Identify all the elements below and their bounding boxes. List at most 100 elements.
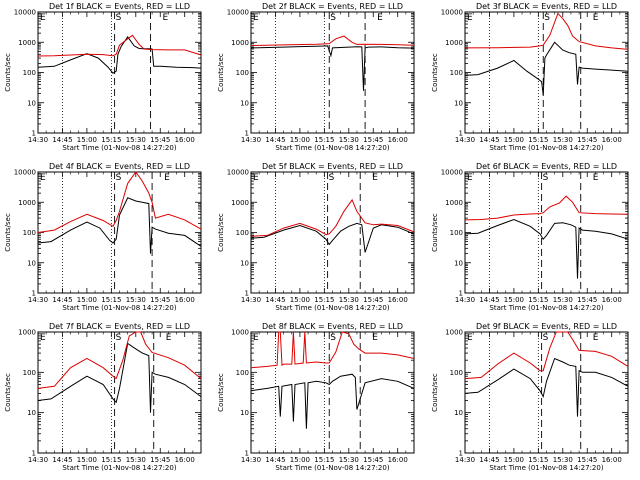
y-tick-label: 10	[240, 409, 249, 417]
y-axis-label: Counts/sec	[431, 373, 439, 412]
x-tick-label: 15:15	[101, 456, 121, 464]
y-tick-label: 100	[450, 69, 463, 77]
y-tick-label: 1000	[231, 199, 249, 207]
x-tick-label: 15:15	[101, 296, 121, 304]
x-tick-label: 15:45	[150, 456, 170, 464]
start-marker-label: S	[330, 13, 336, 23]
panel-title: Det 5f BLACK = Events, RED = LLD	[262, 162, 403, 171]
x-tick-label: 15:30	[339, 296, 359, 304]
edge-marker-label: E	[253, 13, 259, 23]
x-tick-label: 15:45	[363, 296, 383, 304]
x-tick-label: 15:45	[577, 136, 597, 144]
panel-3: Det 3f BLACK = Events, RED = LLD 1 10 100 10…	[431, 2, 629, 152]
start-marker-label: S	[329, 173, 335, 183]
y-tick-label: 100	[23, 229, 36, 237]
x-tick-label: 14:30	[28, 456, 48, 464]
series-lld	[250, 331, 415, 369]
edge-marker-label: E	[40, 13, 46, 23]
y-tick-label: 10	[454, 259, 463, 267]
x-axis-label: Start Time (01-Nov-08 14:27:20)	[62, 464, 176, 472]
y-tick-label: 1000	[18, 39, 36, 47]
x-tick-label: 15:00	[290, 296, 310, 304]
edge-marker-label: E	[467, 333, 473, 343]
x-tick-label: 14:45	[265, 136, 285, 144]
panel-title: Det 8f BLACK = Events, RED = LLD	[262, 322, 403, 331]
start-marker-label: S	[116, 13, 122, 23]
y-tick-label: 1	[32, 130, 36, 138]
series-lld	[37, 34, 202, 57]
x-tick-label: 15:30	[553, 456, 573, 464]
x-tick-label: 15:45	[150, 296, 170, 304]
y-tick-label: 10000	[14, 9, 36, 17]
x-tick-label: 15:15	[528, 456, 548, 464]
panel-title: Det 3f BLACK = Events, RED = LLD	[476, 2, 617, 11]
y-tick-label: 100	[23, 69, 36, 77]
x-tick-label: 15:00	[504, 296, 524, 304]
series-lld	[464, 331, 629, 380]
x-tick-label: 14:30	[455, 136, 475, 144]
x-tick-label: 14:30	[241, 136, 261, 144]
y-tick-label: 1	[459, 130, 463, 138]
x-tick-label: 15:15	[528, 296, 548, 304]
x-tick-label: 16:00	[175, 456, 195, 464]
x-tick-label: 16:00	[175, 136, 195, 144]
x-tick-label: 15:45	[363, 136, 383, 144]
x-tick-label: 15:30	[339, 136, 359, 144]
x-axis-label: Start Time (01-Nov-08 14:27:20)	[489, 144, 603, 152]
end-marker-label: E	[166, 333, 172, 343]
panel-7: Det 7f BLACK = Events, RED = LLD 1 10 100 10…	[4, 322, 202, 472]
y-tick-label: 1	[32, 290, 36, 298]
x-tick-label: 15:15	[314, 456, 334, 464]
x-tick-label: 15:15	[101, 136, 121, 144]
y-tick-label: 1000	[445, 329, 463, 337]
x-tick-label: 16:00	[388, 456, 408, 464]
y-tick-label: 1	[245, 450, 249, 458]
y-axis-label: Counts/sec	[4, 373, 12, 412]
start-marker-label: S	[543, 173, 549, 183]
x-tick-label: 14:30	[241, 296, 261, 304]
panel-2: Det 2f BLACK = Events, RED = LLD 1 10 100 10…	[217, 2, 415, 152]
x-axis-label: Start Time (01-Nov-08 14:27:20)	[275, 304, 389, 312]
y-tick-label: 1	[459, 290, 463, 298]
y-tick-label: 10	[27, 99, 36, 107]
x-tick-label: 15:30	[126, 456, 146, 464]
y-axis-label: Counts/sec	[217, 53, 225, 92]
x-tick-label: 15:30	[126, 136, 146, 144]
y-tick-label: 10	[240, 99, 249, 107]
series-lld	[250, 35, 415, 46]
start-marker-label: S	[330, 333, 336, 343]
edge-marker-label: E	[40, 173, 46, 183]
panel-title: Det 1f BLACK = Events, RED = LLD	[49, 2, 190, 11]
y-tick-label: 100	[450, 369, 463, 377]
y-tick-label: 100	[450, 229, 463, 237]
edge-marker-label: E	[253, 173, 259, 183]
x-axis-label: Start Time (01-Nov-08 14:27:20)	[275, 464, 389, 472]
x-tick-label: 16:00	[388, 136, 408, 144]
x-tick-label: 14:45	[479, 296, 499, 304]
series-events	[464, 218, 629, 279]
end-marker-label: E	[162, 13, 168, 23]
x-tick-label: 15:00	[290, 456, 310, 464]
series-events	[250, 373, 415, 429]
panel-8: Det 8f BLACK = Events, RED = LLD 1 10 100 10…	[217, 322, 415, 472]
end-marker-label: E	[377, 13, 383, 23]
edge-marker-label: E	[40, 333, 46, 343]
x-tick-label: 14:45	[52, 456, 72, 464]
y-axis-label: Counts/sec	[4, 213, 12, 252]
series-events	[464, 41, 629, 96]
edge-marker-label: E	[467, 173, 473, 183]
y-tick-label: 10000	[441, 9, 463, 17]
y-tick-label: 1	[459, 450, 463, 458]
end-marker-label: E	[372, 173, 378, 183]
x-tick-label: 15:45	[577, 456, 597, 464]
y-tick-label: 10	[454, 99, 463, 107]
y-axis-label: Counts/sec	[4, 53, 12, 92]
end-marker-label: E	[593, 13, 599, 23]
x-tick-label: 15:00	[77, 296, 97, 304]
y-tick-label: 10	[454, 409, 463, 417]
panel-title: Det 7f BLACK = Events, RED = LLD	[49, 322, 190, 331]
series-lld	[37, 331, 202, 389]
x-tick-label: 14:30	[28, 296, 48, 304]
panel-title: Det 9f BLACK = Events, RED = LLD	[476, 322, 617, 331]
